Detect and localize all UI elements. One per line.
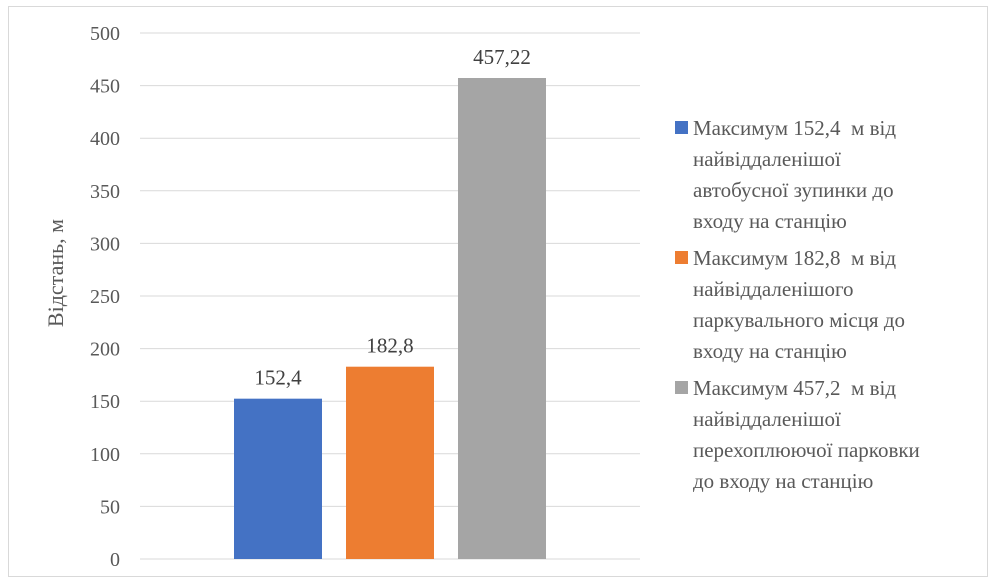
chart-frame	[8, 6, 988, 577]
legend-label-line: перехоплюючої парковки	[693, 438, 920, 462]
legend-label-line: входу на станцію	[693, 339, 847, 363]
y-tick-label: 150	[90, 391, 120, 413]
legend-item: Максимум 457,2 м від найвіддаленішої перех…	[675, 373, 985, 497]
legend-label-line: до входу на станцію	[693, 469, 874, 493]
legend-label-line: Максимум 152,4 м від	[693, 116, 897, 140]
y-tick-label: 250	[90, 286, 120, 308]
legend-item: Максимум 182,8 м від найвіддаленішого парк…	[675, 243, 985, 367]
y-tick-label: 500	[90, 23, 120, 45]
y-tick-label: 350	[90, 181, 120, 203]
y-tick-label: 450	[90, 76, 120, 98]
legend-label-line: входу на станцію	[693, 209, 847, 233]
legend-label-line: Максимум 182,8 м від	[693, 246, 897, 270]
y-tick-label: 300	[90, 233, 120, 255]
y-tick-label: 100	[90, 444, 120, 466]
legend: Максимум 152,4 м від найвіддаленішої автоб…	[675, 113, 985, 503]
data-label-1: 152,4	[254, 366, 302, 390]
bar-3	[458, 78, 546, 559]
legend-label-line: Максимум 457,2 м від	[693, 376, 897, 400]
legend-label-line: найвіддаленішої	[693, 147, 841, 171]
bars	[234, 78, 546, 559]
legend-swatch	[675, 251, 688, 264]
bar-1	[234, 398, 322, 559]
legend-item: Максимум 152,4 м від найвіддаленішої автоб…	[675, 113, 985, 237]
legend-label-line: автобусної зупинки до	[693, 178, 894, 202]
legend-label: Максимум 152,4 м від найвіддаленішої автоб…	[693, 113, 896, 237]
legend-swatch	[675, 381, 688, 394]
data-label-3: 457,22	[473, 45, 531, 69]
legend-swatch	[675, 121, 688, 134]
gridlines	[140, 32, 640, 560]
legend-label-line: паркувального місця до	[693, 308, 906, 332]
legend-label-line: найвіддаленішої	[693, 407, 841, 431]
y-axis-title: Відстань, м	[43, 219, 68, 327]
data-label-2: 182,8	[366, 334, 413, 358]
legend-label: Максимум 182,8 м від найвіддаленішого парк…	[693, 243, 905, 367]
y-tick-label: 400	[90, 128, 120, 150]
legend-label-line: найвіддаленішого	[693, 277, 854, 301]
y-tick-labels: 0 50 100 150 200 250 300 350 400 450 500	[90, 23, 120, 571]
y-tick-label: 0	[110, 549, 120, 571]
data-labels: 152,4 182,8 457,22	[254, 45, 531, 390]
legend-label: Максимум 457,2 м від найвіддаленішої перех…	[693, 373, 920, 497]
y-tick-label: 50	[100, 496, 120, 518]
bar-2	[346, 366, 434, 559]
y-tick-label: 200	[90, 339, 120, 361]
